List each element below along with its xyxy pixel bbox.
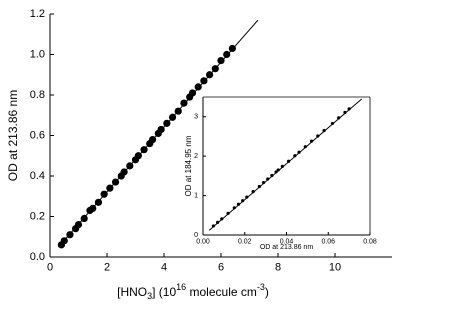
data-point bbox=[241, 199, 245, 203]
x-axis-label-part: 3 bbox=[147, 291, 152, 301]
x-axis-label-part: molecule cm bbox=[186, 285, 257, 299]
y-tick-label: 0.2 bbox=[30, 210, 45, 222]
x-axis-label-part: ] (10 bbox=[152, 285, 176, 299]
y-axis-label: OD at 184.95 nm bbox=[184, 135, 193, 196]
x-axis-label-part: ) bbox=[265, 285, 269, 299]
x-tick-label: 0.08 bbox=[363, 238, 377, 245]
y-tick-label: 0.6 bbox=[30, 129, 45, 141]
y-tick-label: 1.0 bbox=[30, 48, 45, 60]
x-axis-label-part: 16 bbox=[176, 282, 186, 292]
x-tick-label: 8 bbox=[275, 261, 281, 273]
y-tick-label: 2 bbox=[194, 153, 198, 160]
y-tick-label: 0.4 bbox=[30, 170, 45, 182]
x-tick-label: 2 bbox=[104, 261, 110, 273]
y-axis-label: OD at 213.86 nm bbox=[6, 90, 20, 181]
x-tick-label: 0.06 bbox=[321, 238, 335, 245]
data-point bbox=[188, 89, 197, 97]
data-point bbox=[274, 170, 278, 174]
y-tick-label: 0.0 bbox=[30, 251, 45, 263]
x-tick-label: 4 bbox=[161, 261, 167, 273]
y-tick-label: 1.2 bbox=[30, 8, 45, 20]
x-axis-label-part: [HNO bbox=[117, 285, 147, 299]
x-axis-label-part: -3 bbox=[257, 282, 265, 292]
data-point bbox=[217, 56, 225, 65]
y-tick-label: 0 bbox=[194, 232, 198, 239]
x-axis-label: OD at 213.86 nm bbox=[260, 244, 313, 251]
x-tick-label: 6 bbox=[218, 261, 224, 273]
data-point bbox=[293, 154, 297, 158]
x-tick-label: 0 bbox=[47, 261, 53, 273]
data-point bbox=[223, 50, 231, 59]
data-point bbox=[194, 83, 202, 91]
y-tick-label: 0.8 bbox=[30, 89, 45, 101]
x-axis-label: [HNO3] (1016 molecule cm-3) bbox=[117, 282, 269, 301]
y-tick-label: 3 bbox=[194, 114, 198, 121]
x-tick-label: 0.04 bbox=[280, 238, 294, 245]
x-tick-label: 0.02 bbox=[238, 238, 252, 245]
fit-line bbox=[208, 98, 362, 231]
x-tick-label: 10 bbox=[329, 261, 341, 273]
y-tick-label: 1 bbox=[194, 192, 198, 199]
x-tick-label: 0.00 bbox=[196, 238, 210, 245]
data-point bbox=[180, 99, 188, 107]
fit-line bbox=[58, 19, 259, 248]
